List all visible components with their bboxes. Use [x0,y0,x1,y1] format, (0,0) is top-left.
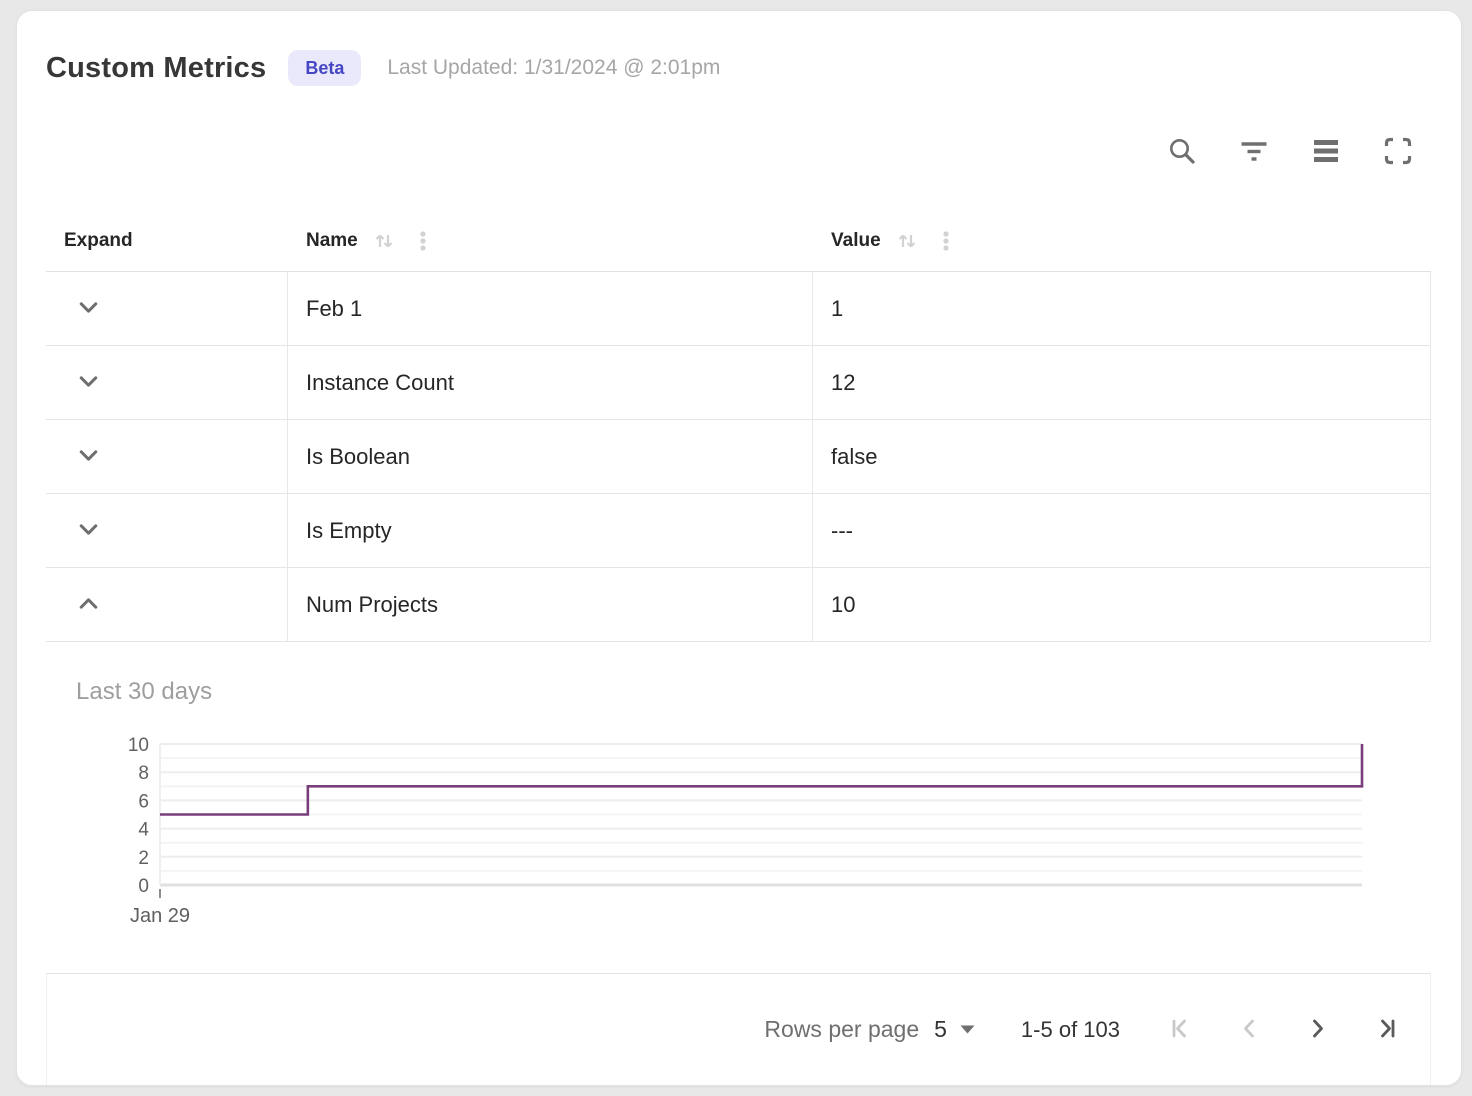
expand-row-button[interactable] [66,361,110,405]
table-header-row: Expand Name Value [46,211,1431,272]
density-icon [1310,135,1342,170]
density-button[interactable] [1309,135,1343,169]
next-page-button[interactable] [1302,1015,1332,1045]
chevron-down-icon [75,294,102,324]
column-label: Name [306,230,358,251]
svg-text:10: 10 [128,735,149,756]
rows-per-page-label: Rows per page [764,1016,920,1042]
search-button[interactable] [1165,135,1199,169]
svg-text:8: 8 [138,763,149,784]
filter-icon [1238,135,1270,170]
chevron-down-icon [75,442,102,472]
svg-text:Jan 29: Jan 29 [130,905,190,927]
chevron-down-icon [75,368,102,398]
first-page-button[interactable] [1166,1015,1196,1045]
column-label: Expand [64,230,133,251]
rows-per-page-value: 5 [934,1016,947,1042]
caret-down-icon [960,1022,975,1037]
expand-row-button[interactable] [66,583,110,627]
expand-cell [46,272,288,345]
filter-button[interactable] [1237,135,1271,169]
grid-toolbar [17,89,1461,169]
chart-title: Last 30 days [76,678,213,705]
value-cell: 10 [813,568,1431,641]
table-row: Feb 1 1 [46,272,1431,346]
column-header-expand: Expand [46,230,288,252]
sort-icon[interactable] [371,228,397,254]
first-page-icon [1168,1015,1195,1045]
beta-badge: Beta [288,50,362,86]
column-header-value[interactable]: Value [813,228,1431,254]
table-row: Num Projects 10 [46,568,1431,642]
pagination-range: 1-5 of 103 [1020,1016,1120,1042]
last-page-icon [1372,1015,1399,1045]
prev-page-button[interactable] [1234,1015,1264,1045]
sort-icon[interactable] [894,228,920,254]
svg-text:4: 4 [138,820,149,841]
value-cell: 12 [813,346,1431,419]
chevron-down-icon [75,590,102,620]
column-menu-icon[interactable] [410,228,436,254]
svg-text:6: 6 [138,791,149,812]
column-menu-icon[interactable] [933,228,959,254]
table-footer: Rows per page 5 1-5 of 103 [46,973,1431,1085]
table-row: Is Empty --- [46,494,1431,568]
search-icon [1166,135,1198,170]
column-label: Value [831,230,881,251]
expand-cell [46,568,288,641]
fullscreen-icon [1382,135,1414,170]
name-cell: Num Projects [288,568,813,641]
num-projects-chart: 10 8 6 4 2 0 Jan 29 [128,735,1364,927]
table-row: Instance Count 12 [46,346,1431,420]
chevron-left-icon [1236,1015,1263,1045]
name-cell: Is Empty [288,494,813,567]
custom-metrics-card: Custom Metrics Beta Last Updated: 1/31/2… [16,10,1462,1086]
pagination-nav [1166,1015,1400,1045]
expand-row-button[interactable] [66,287,110,331]
expand-cell [46,420,288,493]
value-cell: 1 [813,272,1431,345]
expand-row-button[interactable] [66,509,110,553]
last-page-button[interactable] [1370,1015,1400,1045]
chevron-down-icon [75,516,102,546]
chart-container: 10 8 6 4 2 0 Jan 29 [102,732,1431,935]
expand-cell [46,346,288,419]
expand-row-button[interactable] [66,435,110,479]
value-cell: --- [813,494,1431,567]
expand-cell [46,494,288,567]
card-header: Custom Metrics Beta Last Updated: 1/31/2… [17,11,1461,89]
fullscreen-button[interactable] [1381,135,1415,169]
name-cell: Feb 1 [288,272,813,345]
column-header-name[interactable]: Name [288,228,813,254]
svg-text:0: 0 [138,876,149,897]
rows-per-page-select[interactable]: 5 [934,1016,975,1043]
row-detail-panel: Last 30 days 10 8 6 4 2 0 Jan 29 [46,642,1431,973]
rows-per-page: Rows per page 5 [764,1016,975,1043]
chevron-right-icon [1304,1015,1331,1045]
name-cell: Is Boolean [288,420,813,493]
metrics-table: Expand Name Value [46,211,1431,1085]
name-cell: Instance Count [288,346,813,419]
table-row: Is Boolean false [46,420,1431,494]
last-updated-text: Last Updated: 1/31/2024 @ 2:01pm [387,56,721,79]
page-title: Custom Metrics [46,51,267,84]
value-cell: false [813,420,1431,493]
svg-text:2: 2 [138,848,149,869]
